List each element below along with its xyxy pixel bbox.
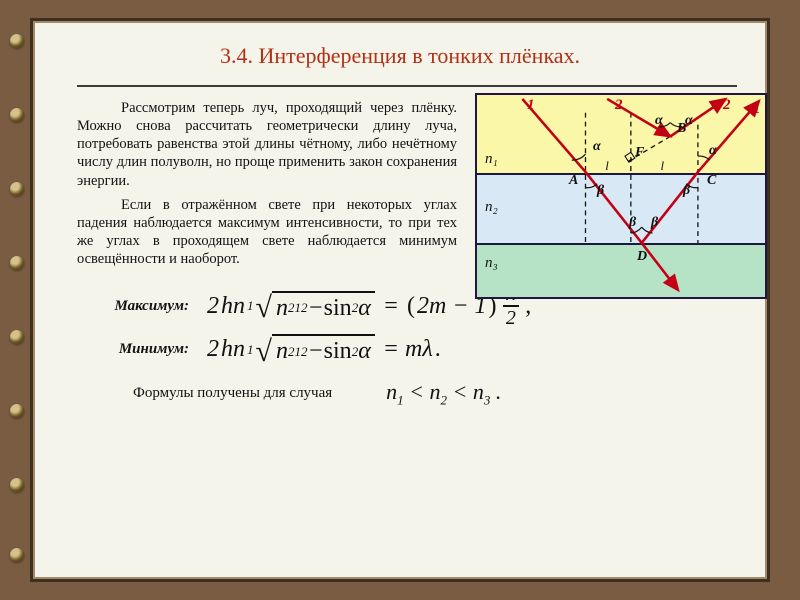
binder-ring xyxy=(10,108,24,122)
alpha-1: α xyxy=(593,139,601,155)
binder-ring xyxy=(10,182,24,196)
raylabel-1-in: 1 xyxy=(527,97,535,114)
binder-ring xyxy=(10,404,24,418)
beta-1: β xyxy=(597,183,604,199)
alpha-2: α xyxy=(655,113,663,129)
svg-text:l: l xyxy=(660,159,664,173)
label-maximum: Максимум: xyxy=(77,298,207,315)
label-n1: n₁ xyxy=(485,151,498,168)
paragraph-1: Рассмотрим теперь луч, проходящий через … xyxy=(77,99,457,190)
beta-4: β xyxy=(683,183,690,199)
paragraph-2-text: Если в отражённом свете при некоторых уг… xyxy=(77,197,457,267)
point-D: D xyxy=(637,249,647,265)
beta-3: β xyxy=(651,215,658,231)
point-C: C xyxy=(707,173,716,189)
label-n2: n₂ xyxy=(485,199,498,216)
raylabel-1-out: 1 xyxy=(753,101,761,118)
point-F: F xyxy=(635,145,644,161)
ray-svg: l l xyxy=(477,95,765,298)
point-A: A xyxy=(569,173,578,189)
raylabel-2-in: 2 xyxy=(615,97,623,114)
slide-frame: 3.4. Интерференция в тонких плёнках. Рас… xyxy=(30,18,770,582)
raylabel-2-out: 2 xyxy=(723,97,731,114)
label-n3: n₃ xyxy=(485,255,498,272)
alpha-4: α xyxy=(709,143,717,159)
binder-ring xyxy=(10,330,24,344)
slide-title: 3.4. Интерференция в тонких плёнках. xyxy=(33,21,767,75)
paragraph-1-text: Рассмотрим теперь луч, проходящий через … xyxy=(77,100,457,189)
footer-text: Формулы получены для случая xyxy=(133,385,332,402)
label-minimum: Минимум: xyxy=(77,341,207,358)
alpha-3: α xyxy=(685,113,693,129)
equation-min-row: Минимум: 2hn1 √n212 − sin2 α = mλ. xyxy=(77,334,767,365)
content-area: Рассмотрим теперь луч, проходящий через … xyxy=(33,87,767,268)
binder-ring xyxy=(10,478,24,492)
binder-ring xyxy=(10,548,24,562)
binder-ring xyxy=(10,34,24,48)
paragraph-2: Если в отражённом свете при некоторых уг… xyxy=(77,196,457,269)
equation-min: 2hn1 √n212 − sin2 α = mλ. xyxy=(207,334,441,365)
svg-text:l: l xyxy=(605,159,609,173)
binder-ring xyxy=(10,256,24,270)
footer-row: Формулы получены для случая n1 < n2 < n3… xyxy=(133,379,767,408)
beta-2: β xyxy=(629,215,636,231)
inequality: n1 < n2 < n3 . xyxy=(386,379,501,408)
thin-film-diagram: l l n₁ n₂ n₃ A B C D F α α α α β β β β 1… xyxy=(475,93,767,299)
